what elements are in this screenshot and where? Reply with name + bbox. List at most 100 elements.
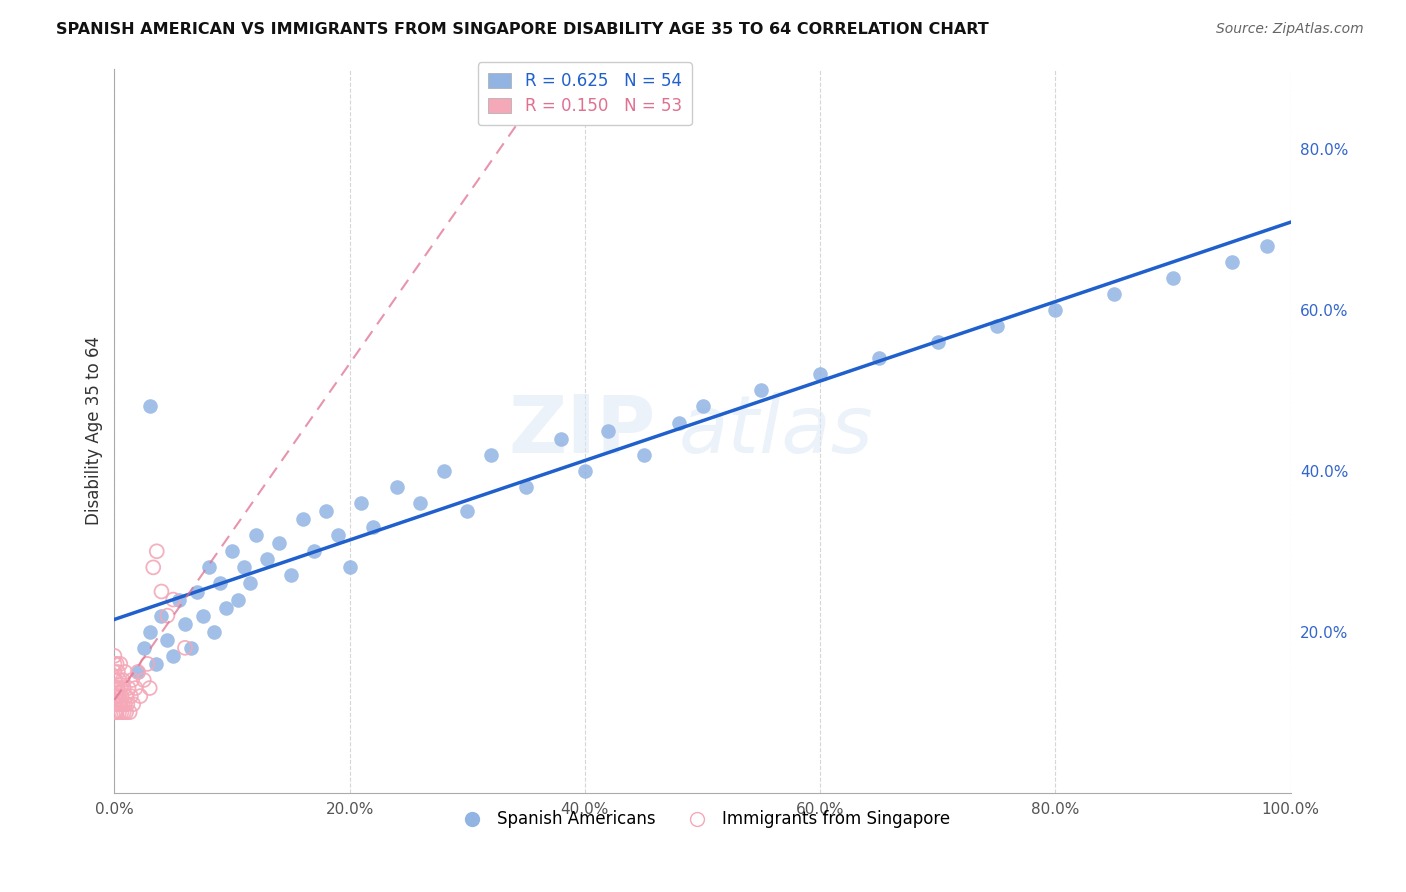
Point: [104, 689, 127, 703]
Point: [112, 681, 135, 695]
Point: [114, 665, 136, 679]
Point: [132, 673, 155, 687]
Point: [103, 665, 125, 679]
Point: [197, 560, 219, 574]
Point: [315, 504, 337, 518]
Point: [104, 705, 127, 719]
Point: [124, 681, 146, 695]
Point: [127, 665, 149, 679]
Point: [105, 705, 128, 719]
Point: [103, 697, 125, 711]
Point: [339, 560, 361, 574]
Point: [136, 657, 159, 671]
Legend: Spanish Americans, Immigrants from Singapore: Spanish Americans, Immigrants from Singa…: [449, 804, 956, 835]
Point: [103, 681, 125, 695]
Point: [162, 592, 184, 607]
Point: [114, 697, 136, 711]
Point: [598, 424, 620, 438]
Point: [138, 400, 160, 414]
Point: [103, 657, 125, 671]
Point: [105, 689, 128, 703]
Point: [115, 689, 138, 703]
Point: [221, 544, 243, 558]
Point: [304, 544, 326, 558]
Point: [245, 528, 267, 542]
Point: [132, 640, 155, 655]
Text: SPANISH AMERICAN VS IMMIGRANTS FROM SINGAPORE DISABILITY AGE 35 TO 64 CORRELATIO: SPANISH AMERICAN VS IMMIGRANTS FROM SING…: [56, 22, 988, 37]
Point: [1256, 238, 1278, 252]
Point: [103, 673, 125, 687]
Point: [112, 705, 135, 719]
Point: [256, 552, 278, 566]
Point: [142, 560, 165, 574]
Point: [122, 697, 145, 711]
Point: [692, 400, 714, 414]
Point: [479, 448, 502, 462]
Point: [107, 681, 129, 695]
Point: [138, 681, 160, 695]
Point: [150, 608, 173, 623]
Point: [186, 584, 208, 599]
Point: [129, 689, 152, 703]
Point: [1220, 254, 1243, 268]
Point: [108, 689, 131, 703]
Point: [226, 592, 249, 607]
Point: [574, 464, 596, 478]
Point: [156, 632, 179, 647]
Point: [120, 689, 142, 703]
Point: [105, 681, 128, 695]
Point: [104, 673, 127, 687]
Point: [110, 681, 132, 695]
Point: [927, 334, 949, 349]
Point: [111, 673, 134, 687]
Point: [267, 536, 290, 550]
Point: [868, 351, 890, 366]
Point: [108, 705, 131, 719]
Point: [291, 512, 314, 526]
Text: ZIP: ZIP: [508, 392, 655, 469]
Text: atlas: atlas: [679, 392, 873, 469]
Point: [239, 576, 262, 591]
Point: [1102, 286, 1125, 301]
Point: [107, 697, 129, 711]
Point: [633, 448, 655, 462]
Point: [326, 528, 349, 542]
Point: [104, 697, 127, 711]
Point: [202, 624, 225, 639]
Point: [232, 560, 254, 574]
Point: [138, 624, 160, 639]
Point: [115, 705, 138, 719]
Point: [103, 648, 125, 663]
Point: [668, 416, 690, 430]
Point: [209, 576, 232, 591]
Point: [162, 648, 184, 663]
Point: [156, 608, 179, 623]
Point: [280, 568, 302, 582]
Point: [117, 697, 139, 711]
Point: [350, 496, 373, 510]
Point: [215, 600, 238, 615]
Point: [174, 640, 197, 655]
Point: [515, 480, 537, 494]
Point: [808, 368, 831, 382]
Point: [110, 657, 132, 671]
Point: [108, 673, 131, 687]
Point: [127, 665, 149, 679]
Point: [110, 689, 132, 703]
Point: [111, 697, 134, 711]
Point: [1045, 302, 1067, 317]
Point: [110, 705, 132, 719]
Point: [550, 432, 572, 446]
Point: [167, 592, 190, 607]
Point: [180, 640, 202, 655]
Point: [1161, 270, 1184, 285]
Point: [145, 544, 167, 558]
Point: [121, 673, 143, 687]
Point: [986, 318, 1008, 333]
Text: Source: ZipAtlas.com: Source: ZipAtlas.com: [1216, 22, 1364, 37]
Point: [385, 480, 408, 494]
Point: [409, 496, 432, 510]
Y-axis label: Disability Age 35 to 64: Disability Age 35 to 64: [86, 336, 103, 525]
Point: [191, 608, 214, 623]
Point: [174, 616, 197, 631]
